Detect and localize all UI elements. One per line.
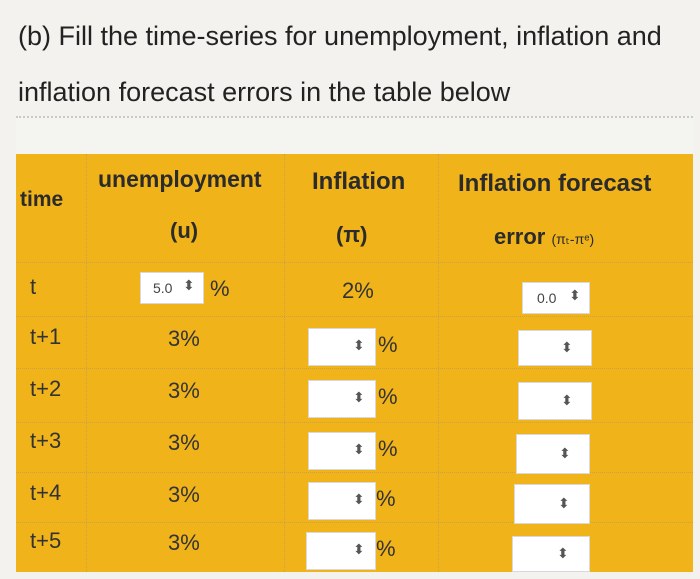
spinner-icon[interactable]: ⬍ (353, 389, 365, 405)
inflation-input-t2[interactable]: ⬍ (308, 380, 376, 418)
header-unemployment-symbol: (u) (170, 218, 199, 243)
forecast-error-input-t1[interactable]: ⬍ (518, 330, 592, 366)
percent-label: % (210, 276, 230, 301)
spinner-icon[interactable]: ⬍ (183, 277, 195, 293)
question-text: (b) Fill the time-series for unemploymen… (18, 8, 688, 120)
inflation-input-t1[interactable]: ⬍ (308, 328, 376, 366)
column-divider (438, 154, 439, 572)
row-time-label: t+2 (30, 376, 62, 401)
spinner-icon[interactable]: ⬍ (353, 541, 365, 557)
column-divider (86, 154, 87, 572)
question-line-1: (b) Fill the time-series for unemploymen… (18, 21, 662, 51)
percent-label: % (376, 536, 396, 561)
percent-label: % (376, 486, 396, 511)
forecast-error-input-value: 0.0 (537, 290, 557, 306)
row-time-label: t+5 (30, 528, 62, 553)
row-divider (16, 522, 693, 523)
percent-label: % (378, 436, 398, 461)
percent-label: % (378, 332, 398, 357)
inflation-input-t4[interactable]: ⬍ (308, 482, 376, 520)
table-top-strip (16, 116, 693, 158)
row-time-label: t (30, 274, 37, 299)
unemployment-value-t3: 3% (168, 430, 200, 455)
row-time-label: t+4 (30, 480, 62, 505)
unemployment-input-value: 5.0 (153, 280, 173, 296)
column-divider (284, 154, 285, 572)
forecast-error-input-t[interactable]: 0.0 ⬍ (522, 282, 590, 314)
forecast-error-input-t3[interactable]: ⬍ (516, 434, 590, 474)
spinner-icon[interactable]: ⬍ (561, 339, 573, 355)
forecast-error-input-t5[interactable]: ⬍ (512, 536, 590, 572)
spinner-icon[interactable]: ⬍ (353, 491, 365, 507)
row-divider (16, 472, 693, 473)
row-time-label: t+1 (30, 324, 62, 349)
row-time-label: t+3 (30, 428, 62, 453)
header-error-formula: (πₜ-πᵉ) (551, 231, 595, 247)
spinner-icon[interactable]: ⬍ (561, 392, 573, 408)
question-line-2: inflation forecast errors in the table b… (18, 77, 511, 107)
forecast-error-input-t4[interactable]: ⬍ (514, 484, 590, 524)
row-divider (16, 422, 693, 423)
header-forecast-error: error (πₜ-πᵉ) (494, 224, 594, 250)
header-inflation-forecast: Inflation forecast (458, 170, 652, 197)
spinner-icon[interactable]: ⬍ (557, 545, 569, 561)
header-unemployment: unemployment (98, 166, 262, 192)
forecast-error-input-t2[interactable]: ⬍ (518, 382, 592, 420)
unemployment-value-t2: 3% (168, 378, 200, 403)
inflation-input-t3[interactable]: ⬍ (308, 432, 376, 470)
spinner-icon[interactable]: ⬍ (353, 441, 365, 457)
header-inflation-symbol: (π) (336, 222, 368, 247)
header-time: time (20, 188, 64, 211)
time-series-table: time unemployment (u) Inflation (π) Infl… (16, 154, 693, 572)
spinner-icon[interactable]: ⬍ (353, 337, 365, 353)
inflation-value-t: 2% (342, 278, 374, 303)
unemployment-value-t5: 3% (168, 530, 200, 555)
spinner-icon[interactable]: ⬍ (569, 287, 581, 303)
row-divider (16, 316, 693, 317)
inflation-input-t5[interactable]: ⬍ (306, 532, 376, 570)
header-error-word: error (494, 224, 546, 249)
header-inflation: Inflation (312, 168, 406, 195)
unemployment-value-t4: 3% (168, 482, 200, 507)
unemployment-input-t[interactable]: 5.0 ⬍ (140, 272, 204, 304)
row-divider (16, 368, 693, 369)
spinner-icon[interactable]: ⬍ (559, 445, 571, 461)
row-divider (16, 262, 693, 263)
spinner-icon[interactable]: ⬍ (558, 495, 570, 511)
unemployment-value-t1: 3% (168, 326, 200, 351)
percent-label: % (378, 384, 398, 409)
